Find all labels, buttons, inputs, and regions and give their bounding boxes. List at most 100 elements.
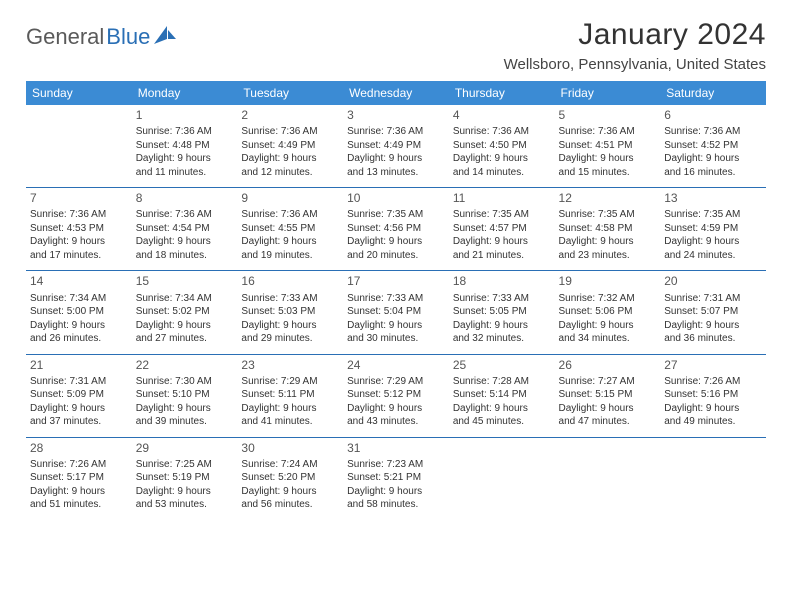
calendar-body: 123456 Sunrise: 7:36 AMSunset: 4:48 PMDa… (26, 105, 766, 520)
week-number-row: 123456 (26, 105, 766, 123)
week-number-row: 78910111213 (26, 188, 766, 207)
day-detail-cell: Sunrise: 7:33 AMSunset: 5:04 PMDaylight:… (343, 290, 449, 355)
day-number-cell: 18 (449, 271, 555, 290)
day-line: Sunrise: 7:36 AM (664, 125, 762, 139)
day-line: and 47 minutes. (559, 415, 657, 429)
day-detail-cell: Sunrise: 7:35 AMSunset: 4:57 PMDaylight:… (449, 206, 555, 271)
day-line: Daylight: 9 hours (453, 402, 551, 416)
day-line: Sunset: 5:00 PM (30, 305, 128, 319)
day-line: Daylight: 9 hours (453, 152, 551, 166)
day-line: and 37 minutes. (30, 415, 128, 429)
day-line: Daylight: 9 hours (241, 402, 339, 416)
day-line: Sunrise: 7:25 AM (136, 458, 234, 472)
day-line: Daylight: 9 hours (347, 235, 445, 249)
day-header: Saturday (660, 81, 766, 105)
day-line: Daylight: 9 hours (347, 485, 445, 499)
day-line: Daylight: 9 hours (559, 402, 657, 416)
day-number-cell: 28 (26, 437, 132, 456)
day-number: 26 (559, 358, 572, 372)
day-number: 1 (136, 108, 143, 122)
day-line: Sunset: 5:12 PM (347, 388, 445, 402)
day-number: 11 (453, 191, 465, 205)
week-detail-row: Sunrise: 7:36 AMSunset: 4:48 PMDaylight:… (26, 123, 766, 188)
day-line: Sunset: 5:15 PM (559, 388, 657, 402)
day-line: Daylight: 9 hours (559, 152, 657, 166)
day-line: Sunrise: 7:29 AM (347, 375, 445, 389)
day-number-cell: 26 (555, 354, 661, 373)
day-line: and 41 minutes. (241, 415, 339, 429)
day-detail-cell: Sunrise: 7:35 AMSunset: 4:58 PMDaylight:… (555, 206, 661, 271)
day-number-cell: 31 (343, 437, 449, 456)
day-line: Sunset: 4:59 PM (664, 222, 762, 236)
day-detail-cell: Sunrise: 7:31 AMSunset: 5:07 PMDaylight:… (660, 290, 766, 355)
day-line: Sunrise: 7:35 AM (453, 208, 551, 222)
day-line: Sunrise: 7:36 AM (136, 208, 234, 222)
day-line: Sunset: 4:54 PM (136, 222, 234, 236)
day-number-cell: 5 (555, 105, 661, 123)
day-number: 18 (453, 274, 466, 288)
day-line: and 23 minutes. (559, 249, 657, 263)
day-line: Sunset: 5:03 PM (241, 305, 339, 319)
day-line: Daylight: 9 hours (241, 319, 339, 333)
week-detail-row: Sunrise: 7:34 AMSunset: 5:00 PMDaylight:… (26, 290, 766, 355)
day-line: Sunset: 4:56 PM (347, 222, 445, 236)
day-number-cell: 7 (26, 188, 132, 207)
day-number: 17 (347, 274, 360, 288)
day-line: Sunrise: 7:33 AM (241, 292, 339, 306)
day-line: Sunrise: 7:32 AM (559, 292, 657, 306)
day-line: Daylight: 9 hours (136, 235, 234, 249)
day-detail-cell: Sunrise: 7:34 AMSunset: 5:00 PMDaylight:… (26, 290, 132, 355)
day-line: Daylight: 9 hours (136, 485, 234, 499)
page-header: GeneralBlue January 2024 Wellsboro, Penn… (26, 18, 766, 73)
day-line: and 18 minutes. (136, 249, 234, 263)
day-number: 2 (241, 108, 248, 122)
day-line: Sunset: 5:09 PM (30, 388, 128, 402)
day-detail-cell: Sunrise: 7:23 AMSunset: 5:21 PMDaylight:… (343, 456, 449, 520)
day-line: Sunset: 5:04 PM (347, 305, 445, 319)
day-number-cell: 9 (237, 188, 343, 207)
day-line: and 36 minutes. (664, 332, 762, 346)
week-number-row: 14151617181920 (26, 271, 766, 290)
day-detail-cell: Sunrise: 7:26 AMSunset: 5:17 PMDaylight:… (26, 456, 132, 520)
day-line: and 11 minutes. (136, 166, 234, 180)
day-detail-cell: Sunrise: 7:29 AMSunset: 5:11 PMDaylight:… (237, 373, 343, 438)
day-number-cell: 6 (660, 105, 766, 123)
day-number: 12 (559, 191, 572, 205)
day-detail-cell: Sunrise: 7:33 AMSunset: 5:05 PMDaylight:… (449, 290, 555, 355)
day-number-cell: 19 (555, 271, 661, 290)
day-line: Sunrise: 7:33 AM (347, 292, 445, 306)
week-number-row: 28293031 (26, 437, 766, 456)
day-number-cell: 14 (26, 271, 132, 290)
week-detail-row: Sunrise: 7:36 AMSunset: 4:53 PMDaylight:… (26, 206, 766, 271)
day-line: Sunset: 5:17 PM (30, 471, 128, 485)
day-detail-cell: Sunrise: 7:36 AMSunset: 4:52 PMDaylight:… (660, 123, 766, 188)
day-line: Sunrise: 7:36 AM (241, 125, 339, 139)
day-number-cell: 24 (343, 354, 449, 373)
day-number-cell (449, 437, 555, 456)
day-line: Sunrise: 7:35 AM (347, 208, 445, 222)
day-line: and 29 minutes. (241, 332, 339, 346)
day-number: 21 (30, 358, 43, 372)
day-line: Sunset: 4:52 PM (664, 139, 762, 153)
day-line: Daylight: 9 hours (241, 235, 339, 249)
day-number: 22 (136, 358, 149, 372)
day-line: Sunrise: 7:36 AM (453, 125, 551, 139)
day-line: Sunset: 4:50 PM (453, 139, 551, 153)
day-number: 8 (136, 191, 143, 205)
day-line: Sunrise: 7:28 AM (453, 375, 551, 389)
day-line: Daylight: 9 hours (136, 152, 234, 166)
day-detail-cell: Sunrise: 7:34 AMSunset: 5:02 PMDaylight:… (132, 290, 238, 355)
day-number: 28 (30, 441, 43, 455)
day-line: and 58 minutes. (347, 498, 445, 512)
day-number-cell: 16 (237, 271, 343, 290)
day-line: and 24 minutes. (664, 249, 762, 263)
day-line: Sunrise: 7:30 AM (136, 375, 234, 389)
day-line: and 19 minutes. (241, 249, 339, 263)
day-line: Daylight: 9 hours (30, 485, 128, 499)
day-line: and 21 minutes. (453, 249, 551, 263)
day-line: Sunset: 5:10 PM (136, 388, 234, 402)
title-block: January 2024 Wellsboro, Pennsylvania, Un… (504, 18, 766, 73)
day-number: 9 (241, 191, 248, 205)
day-detail-cell (660, 456, 766, 520)
day-detail-cell: Sunrise: 7:28 AMSunset: 5:14 PMDaylight:… (449, 373, 555, 438)
